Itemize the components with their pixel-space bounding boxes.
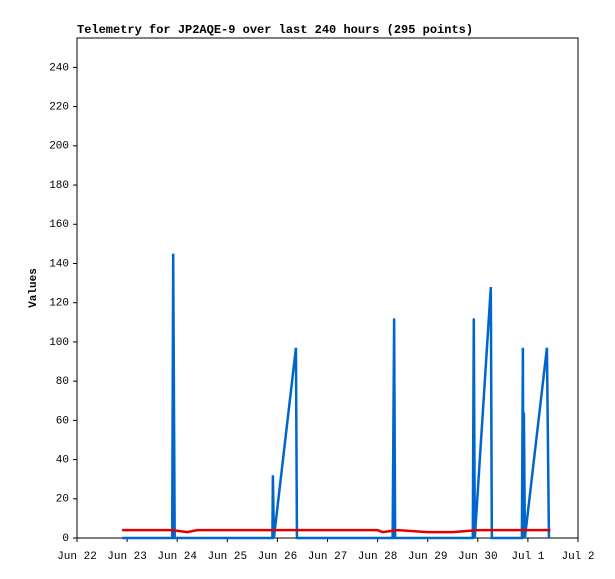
x-tick-label: Jul 2 [561, 551, 594, 563]
y-tick-label: 80 [56, 376, 69, 388]
x-tick-label: Jun 22 [57, 551, 97, 563]
y-axis-label: Values [28, 268, 40, 308]
y-tick-label: 240 [49, 62, 69, 74]
y-tick-label: 180 [49, 180, 69, 192]
x-tick-label: Jun 29 [408, 551, 448, 563]
y-tick-label: 20 [56, 494, 69, 506]
chart-title: Telemetry for JP2AQE-9 over last 240 hou… [77, 23, 473, 37]
x-tick-label: Jun 28 [358, 551, 398, 563]
y-tick-label: 140 [49, 258, 69, 270]
x-tick-label: Jun 26 [258, 551, 298, 563]
y-tick-label: 0 [62, 533, 69, 545]
series-line [122, 528, 551, 534]
x-tick-label: Jun 23 [107, 551, 147, 563]
y-tick-label: 100 [49, 337, 69, 349]
y-tick-label: 60 [56, 415, 69, 427]
y-tick-label: 220 [49, 102, 69, 114]
x-tick-label: Jun 30 [458, 551, 498, 563]
x-tick-label: Jun 24 [157, 551, 197, 563]
y-tick-label: 200 [49, 141, 69, 153]
x-tick-label: Jul 1 [511, 551, 544, 563]
x-tick-label: Jun 27 [308, 551, 348, 563]
y-tick-label: 40 [56, 454, 69, 466]
plot-frame [76, 37, 579, 539]
y-tick-label: 120 [49, 298, 69, 310]
x-tick-label: Jun 25 [207, 551, 247, 563]
series-line [122, 253, 551, 540]
y-tick-label: 160 [49, 219, 69, 231]
